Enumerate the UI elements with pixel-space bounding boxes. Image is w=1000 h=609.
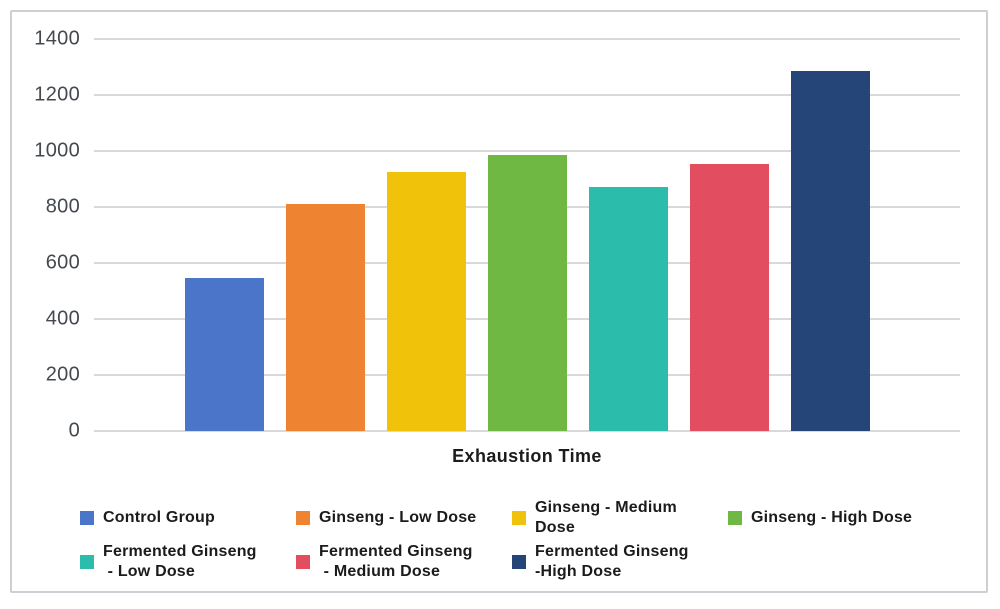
gridline-0 — [94, 430, 960, 432]
y-axis-tick-label-800: 800 — [45, 195, 80, 218]
bar-control-group — [184, 278, 264, 431]
y-axis-tick-label-200: 200 — [45, 363, 80, 386]
legend-item-fermented-ginseng-high-dose: Fermented Ginseng -High Dose — [512, 542, 728, 582]
legend-label-fermented-ginseng-high-dose: Fermented Ginseng -High Dose — [535, 543, 689, 580]
y-axis-tick-label-1400: 1400 — [34, 27, 80, 50]
legend-swatch-ginseng-high-dose — [728, 511, 742, 525]
legend-swatch-fermented-ginseng-medium-dose — [296, 555, 310, 569]
bar-fermented-ginseng-high-dose — [790, 71, 870, 431]
gridline-1000 — [94, 150, 960, 152]
x-axis-label: Exhaustion Time — [452, 446, 602, 466]
bar-fermented-ginseng-medium-dose — [689, 163, 769, 431]
legend-item-ginseng-low-dose: Ginseng - Low Dose — [296, 498, 512, 538]
legend-item-ginseng-high-dose: Ginseng - High Dose — [728, 498, 978, 538]
bar-series — [94, 39, 960, 431]
legend-item-control-group: Control Group — [80, 498, 296, 538]
y-axis-tick-label-1000: 1000 — [34, 139, 80, 162]
legend-item-ginseng-medium-dose: Ginseng - Medium Dose — [512, 498, 728, 538]
legend-swatch-fermented-ginseng-high-dose — [512, 555, 526, 569]
bar-fermented-ginseng-low-dose — [588, 187, 668, 431]
plot-area — [94, 38, 960, 432]
legend-swatch-fermented-ginseng-low-dose — [80, 555, 94, 569]
legend-label-ginseng-low-dose: Ginseng - Low Dose — [319, 509, 477, 526]
legend-item-fermented-ginseng-low-dose: Fermented Ginseng - Low Dose — [80, 542, 296, 582]
chart-card: 0 200 400 600 800 1000 1200 1400 Exhaustion Tim… — [10, 10, 988, 593]
y-axis-tick-label-0: 0 — [68, 419, 80, 442]
gridline-1200 — [94, 94, 960, 96]
bar-ginseng-high-dose — [487, 155, 567, 431]
gridline-1400 — [94, 38, 960, 40]
legend-label-ginseng-medium-dose: Ginseng - Medium Dose — [535, 499, 677, 536]
legend-item-fermented-ginseng-medium-dose: Fermented Ginseng - Medium Dose — [296, 542, 512, 582]
legend-label-ginseng-high-dose: Ginseng - High Dose — [751, 509, 913, 526]
bar-ginseng-medium-dose — [386, 172, 466, 431]
y-axis-tick-label-1200: 1200 — [34, 83, 80, 106]
legend: Control Group Ginseng - Low Dose Ginseng -… — [80, 498, 978, 582]
legend-label-fermented-ginseng-medium-dose: Fermented Ginseng - Medium Dose — [319, 543, 473, 580]
legend-label-fermented-ginseng-low-dose: Fermented Ginseng - Low Dose — [103, 543, 257, 580]
legend-swatch-control-group — [80, 511, 94, 525]
legend-swatch-ginseng-medium-dose — [512, 511, 526, 525]
bar-ginseng-low-dose — [285, 204, 365, 431]
legend-swatch-ginseng-low-dose — [296, 511, 310, 525]
y-axis: 0 200 400 600 800 1000 1200 1400 — [12, 28, 80, 442]
y-axis-tick-label-400: 400 — [45, 307, 80, 330]
legend-label-control-group: Control Group — [103, 509, 215, 526]
y-axis-tick-label-600: 600 — [45, 251, 80, 274]
